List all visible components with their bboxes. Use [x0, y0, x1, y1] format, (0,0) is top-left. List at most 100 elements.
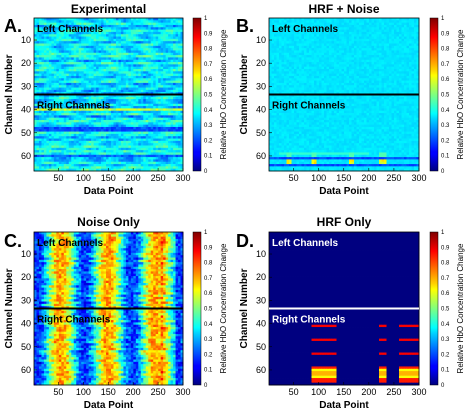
heatmap-cell [38, 18, 42, 21]
heatmap-cell [101, 122, 104, 126]
heatmap-cell [98, 131, 102, 135]
heatmap-cell [96, 126, 99, 130]
heatmap-cell [38, 71, 42, 75]
heatmap-cell [158, 126, 162, 130]
heatmap-cell [309, 24, 312, 28]
heatmap-cell [113, 50, 117, 54]
heatmap-cell [123, 122, 127, 126]
heatmap-cell [43, 62, 47, 65]
heatmap-cell [135, 129, 139, 132]
heatmap-cell [411, 50, 415, 54]
heatmap-cell [133, 75, 137, 79]
heatmap-cell [73, 129, 77, 132]
heatmap-cell [113, 85, 117, 88]
heatmap-cell [339, 34, 342, 37]
heatmap-cell [110, 117, 114, 121]
heatmap-cell [155, 94, 159, 98]
heatmap-cell [150, 159, 154, 163]
heatmap-cell [71, 20, 75, 24]
heatmap-cell [46, 138, 50, 142]
heatmap-cell [148, 75, 152, 79]
heatmap-cell [86, 80, 90, 84]
heatmap-cell [41, 157, 45, 160]
heatmap-cell [38, 120, 42, 123]
heatmap-cell [173, 78, 176, 81]
heatmap-cell [58, 110, 62, 114]
heatmap-cell [180, 82, 184, 86]
heatmap-cell [170, 66, 174, 70]
heatmap-cell [113, 96, 117, 100]
heatmap-cell [61, 73, 65, 77]
heatmap-cell [133, 115, 137, 119]
heatmap-cell [118, 22, 122, 26]
heatmap-cell [309, 45, 312, 49]
heatmap-cell [36, 18, 40, 21]
heatmap-cell [88, 24, 92, 28]
heatmap-cell [38, 38, 42, 42]
heatmap-cell [120, 89, 124, 93]
heatmap-cell [58, 150, 62, 153]
heatmap-cell [88, 99, 92, 102]
heatmap-cell [160, 147, 164, 151]
heatmap-cell [145, 66, 149, 70]
heatmap-cell [48, 66, 52, 70]
heatmap-cell [36, 59, 40, 63]
heatmap-cell [123, 150, 127, 153]
heatmap-cell [58, 41, 62, 44]
heatmap-cell [106, 124, 109, 128]
heatmap-cell [78, 166, 82, 170]
heatmap-cell [356, 29, 360, 33]
heatmap-cell [145, 166, 149, 170]
heatmap-cell [155, 50, 159, 54]
heatmap-cell [158, 129, 162, 132]
heatmap-cell [351, 22, 355, 26]
heatmap-cell [86, 113, 90, 116]
heatmap-cell [170, 117, 174, 121]
heatmap-cell [274, 45, 277, 49]
heatmap-cell [175, 34, 179, 37]
heatmap-cell [150, 69, 154, 72]
heatmap-cell [108, 113, 112, 116]
heatmap-cell [46, 82, 50, 86]
heatmap-cell [66, 150, 70, 153]
heatmap-cell [43, 147, 47, 151]
heatmap-cell [96, 157, 99, 160]
heatmap-cell [63, 57, 67, 61]
heatmap-cell [88, 113, 92, 116]
heatmap-cell [153, 36, 157, 40]
heatmap-cell [78, 22, 82, 26]
heatmap-cell [140, 120, 144, 123]
heatmap-cell [140, 62, 144, 65]
heatmap-cell [66, 85, 70, 88]
heatmap-cell [133, 108, 137, 112]
heatmap-cell [271, 18, 275, 21]
heatmap-cell [296, 55, 300, 58]
heatmap-cell [274, 43, 277, 47]
heatmap-cell [48, 41, 52, 44]
heatmap-cell [148, 59, 152, 63]
heatmap-cell [143, 82, 147, 86]
heatmap-cell [376, 43, 380, 47]
heatmap-cell [150, 59, 154, 63]
heatmap-cell [301, 38, 305, 42]
heatmap-cell [394, 45, 397, 49]
heatmap-cell [58, 117, 62, 121]
heatmap-cell [180, 31, 184, 35]
heatmap-cell [160, 48, 164, 51]
heatmap-cell [106, 59, 109, 63]
heatmap-cell [138, 27, 142, 30]
heatmap-cell [351, 43, 355, 47]
heatmap-cell [399, 52, 402, 56]
colorbar-tick-label: 0.8 [204, 47, 213, 53]
left-channels-label: Left Channels [37, 24, 104, 35]
heatmap-cell [299, 20, 302, 24]
heatmap-cell [135, 57, 139, 61]
heatmap-cell [61, 131, 65, 135]
heatmap-cell [180, 73, 184, 77]
heatmap-cell [86, 124, 90, 128]
heatmap-cell [356, 31, 360, 35]
heatmap-cell [113, 166, 117, 170]
heatmap-cell [63, 34, 67, 37]
heatmap-cell [115, 117, 119, 121]
heatmap-cell [414, 52, 417, 56]
